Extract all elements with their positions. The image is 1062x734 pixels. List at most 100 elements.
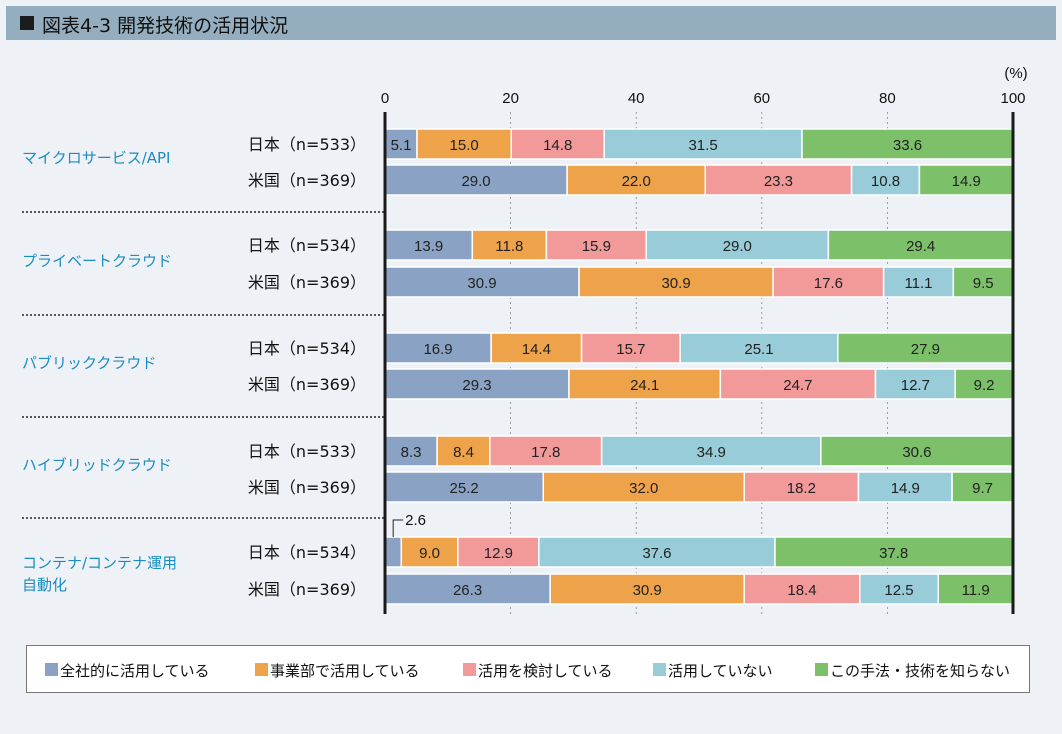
bar-segment bbox=[952, 266, 1014, 298]
bar-segment bbox=[578, 266, 774, 298]
bar-value-label: 29.3 bbox=[462, 377, 491, 394]
row-label: 米国（n=369） bbox=[248, 580, 366, 599]
bar-value-label: 30.9 bbox=[661, 275, 690, 292]
bar-segment bbox=[489, 435, 603, 467]
legend: 全社的に活用している 事業部で活用している 活用を検討している 活用していない … bbox=[26, 645, 1030, 693]
bar-value-label: 11.8 bbox=[495, 238, 523, 255]
bar-segment bbox=[457, 536, 540, 568]
bar-value-label: 11.1 bbox=[904, 275, 932, 292]
bar-value-label: 24.1 bbox=[630, 377, 659, 394]
x-tick-label: 40 bbox=[628, 90, 645, 107]
row-label: 日本（n=533） bbox=[248, 442, 366, 461]
bar-segment bbox=[774, 536, 1014, 568]
bar-segment bbox=[918, 164, 1014, 196]
bar-segment bbox=[743, 573, 861, 605]
bar-value-label: 13.9 bbox=[414, 238, 443, 255]
row-label: 日本（n=534） bbox=[248, 339, 366, 358]
unit-label: (%) bbox=[1004, 65, 1027, 82]
bar-value-label: 37.8 bbox=[879, 545, 908, 562]
legend-label: 全社的に活用している bbox=[60, 662, 210, 680]
group-label: 自動化 bbox=[22, 576, 67, 594]
bar-value-label: 26.3 bbox=[453, 582, 482, 599]
bar-value-label: 9.7 bbox=[972, 480, 993, 497]
bar-segment bbox=[400, 536, 459, 568]
row-label: 米国（n=369） bbox=[248, 273, 366, 292]
bar-value-label: 14.9 bbox=[952, 173, 981, 190]
row-label: 米国（n=369） bbox=[248, 478, 366, 497]
bar-value-label: 14.4 bbox=[522, 341, 551, 358]
title-square-icon bbox=[20, 16, 34, 30]
bar-segment bbox=[874, 368, 956, 400]
bar-value-label: 15.7 bbox=[616, 341, 645, 358]
bar-value-label: 25.1 bbox=[744, 341, 773, 358]
x-tick-label: 60 bbox=[753, 90, 770, 107]
bar-value-label: 2.6 bbox=[405, 512, 426, 529]
bar-segment bbox=[490, 332, 583, 364]
group-label: マイクロサービス/API bbox=[22, 149, 171, 167]
bar-segment bbox=[384, 332, 492, 364]
bar-value-label: 17.6 bbox=[814, 275, 843, 292]
bar-segment bbox=[384, 266, 580, 298]
bar-value-label: 33.6 bbox=[893, 137, 922, 154]
bar-value-label: 30.9 bbox=[467, 275, 496, 292]
group-label: コンテナ/コンテナ運用 bbox=[22, 554, 177, 572]
bar-value-label: 31.5 bbox=[688, 137, 717, 154]
legend-label: 活用を検討している bbox=[478, 662, 613, 680]
bar-segment bbox=[542, 471, 745, 503]
bar-value-label: 15.0 bbox=[450, 137, 479, 154]
bar-value-label: 12.5 bbox=[884, 582, 913, 599]
group-label: ハイブリッドクラウド bbox=[22, 456, 172, 474]
bar-segment bbox=[859, 573, 940, 605]
callout-line bbox=[392, 519, 404, 537]
group-label: プライベートクラウド bbox=[22, 252, 172, 270]
row-label: 日本（n=534） bbox=[248, 236, 366, 255]
bar-value-label: 17.8 bbox=[531, 444, 560, 461]
bar-value-label: 29.0 bbox=[723, 238, 752, 255]
legend-label: この手法・技術を知らない bbox=[830, 662, 1011, 680]
bar-segment bbox=[545, 229, 647, 261]
legend-label: 活用していない bbox=[668, 662, 773, 680]
bar-value-label: 14.9 bbox=[891, 480, 920, 497]
bar-segment bbox=[820, 435, 1014, 467]
bar-value-label: 25.2 bbox=[450, 480, 479, 497]
bar-segment bbox=[384, 471, 545, 503]
bar-segment bbox=[549, 573, 745, 605]
chart-title: 図表4-3 開発技術の活用状況 bbox=[42, 15, 289, 37]
bar-value-label: 18.2 bbox=[787, 480, 816, 497]
bar-segment bbox=[568, 368, 722, 400]
title-bar: 図表4-3 開発技術の活用状況 bbox=[6, 6, 1056, 40]
bar-segment bbox=[603, 128, 803, 160]
bar-value-label: 29.0 bbox=[461, 173, 490, 190]
bar-segment bbox=[882, 266, 955, 298]
bar-value-label: 14.8 bbox=[543, 137, 572, 154]
legend-swatch bbox=[815, 663, 828, 676]
legend-swatch bbox=[653, 663, 666, 676]
bar-segment bbox=[471, 229, 548, 261]
bar-value-label: 22.0 bbox=[622, 173, 651, 190]
row-label: 米国（n=369） bbox=[248, 171, 366, 190]
x-tick-label: 0 bbox=[381, 90, 389, 107]
row-label: 日本（n=533） bbox=[248, 135, 366, 154]
bar-segment bbox=[719, 368, 877, 400]
bar-value-label: 34.9 bbox=[697, 444, 726, 461]
bar-value-label: 16.9 bbox=[423, 341, 452, 358]
bar-value-label: 12.9 bbox=[484, 545, 513, 562]
bar-segment bbox=[580, 332, 681, 364]
group-label: パブリッククラウド bbox=[22, 354, 156, 372]
bar-value-label: 12.7 bbox=[901, 377, 930, 394]
bar-segment bbox=[384, 536, 403, 568]
bar-value-label: 30.9 bbox=[633, 582, 662, 599]
legend-label: 事業部で活用している bbox=[270, 662, 420, 680]
bar-segment bbox=[538, 536, 776, 568]
bar-value-label: 32.0 bbox=[629, 480, 658, 497]
bar-value-label: 15.9 bbox=[582, 238, 611, 255]
bar-value-label: 8.3 bbox=[401, 444, 422, 461]
legend-swatch bbox=[463, 663, 476, 676]
bar-segment bbox=[704, 164, 853, 196]
bar-value-label: 11.9 bbox=[962, 582, 990, 599]
bar-segment bbox=[827, 229, 1014, 261]
bar-value-label: 9.2 bbox=[974, 377, 995, 394]
row-label: 日本（n=534） bbox=[248, 543, 366, 562]
bar-value-label: 8.4 bbox=[453, 444, 474, 461]
